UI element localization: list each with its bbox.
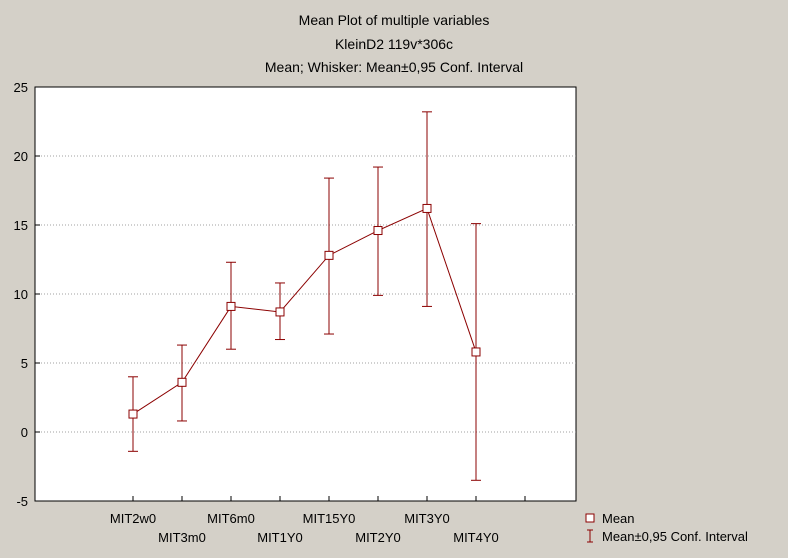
mean-point (275, 307, 285, 317)
mean-markers (128, 203, 481, 419)
y-tick-label: 5 (21, 356, 28, 371)
x-axis-ticks: MIT2w0MIT3m0MIT6m0MIT1Y0MIT15Y0MIT2Y0MIT… (110, 496, 526, 545)
mean-point (128, 409, 138, 419)
x-tick-label: MIT15Y0 (303, 511, 356, 526)
chart-subtitle: KleinD2 119v*306c (335, 36, 453, 52)
legend: Mean Mean±0,95 Conf. Interval (585, 511, 748, 544)
x-tick-label: MIT4Y0 (453, 530, 499, 545)
mean-point (177, 377, 187, 387)
x-tick-label: MIT3m0 (158, 530, 206, 545)
legend-mean-marker (585, 513, 595, 523)
legend-mean-label: Mean (602, 511, 635, 526)
y-tick-label: 25 (14, 80, 28, 95)
mean-line (132, 207, 477, 415)
y-tick-label: 10 (14, 287, 28, 302)
chart-whisker-note: Mean; Whisker: Mean±0,95 Conf. Interval (265, 59, 523, 75)
y-axis-ticks: -5 0 5 10 15 20 25 (14, 80, 40, 509)
grid-lines (35, 155, 576, 433)
y-tick-label: 0 (21, 425, 28, 440)
x-tick-label: MIT2w0 (110, 511, 156, 526)
chart-title-group: Mean Plot of multiple variables KleinD2 … (265, 12, 523, 75)
x-tick-label: MIT6m0 (207, 511, 255, 526)
mean-point (422, 203, 432, 213)
x-tick-label: MIT3Y0 (404, 511, 450, 526)
y-tick-label: -5 (16, 494, 28, 509)
mean-point (373, 226, 383, 236)
chart-title: Mean Plot of multiple variables (299, 12, 490, 28)
mean-series-line (132, 207, 477, 415)
mean-point (324, 250, 334, 260)
x-tick-label: MIT2Y0 (355, 530, 401, 545)
mean-point (471, 347, 481, 357)
legend-ci-label: Mean±0,95 Conf. Interval (602, 529, 748, 544)
x-tick-label: MIT1Y0 (257, 530, 303, 545)
y-tick-label: 20 (14, 149, 28, 164)
mean-point (226, 301, 236, 311)
y-tick-label: 15 (14, 218, 28, 233)
